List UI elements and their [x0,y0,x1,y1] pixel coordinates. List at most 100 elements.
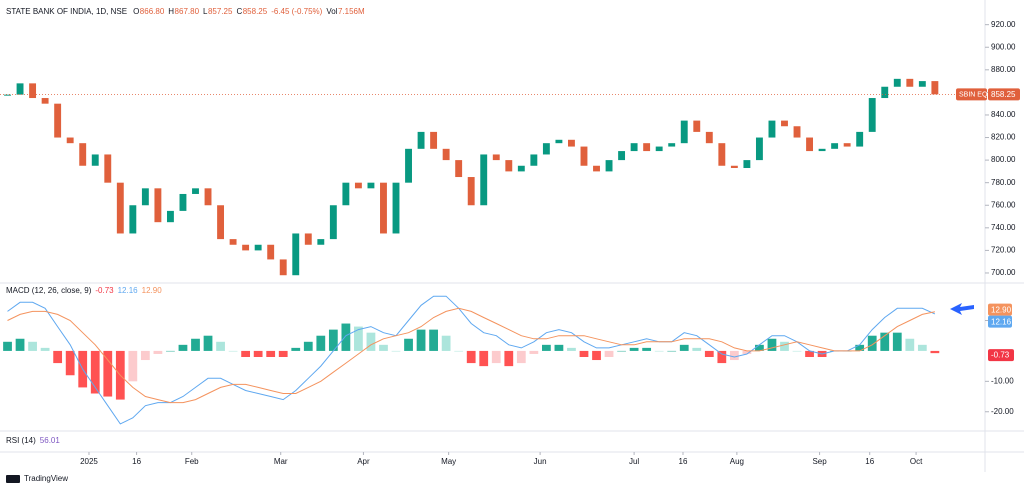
histogram-bar [529,350,539,354]
candle-body [91,154,99,166]
y-tick-label: 900.00 [991,42,1016,51]
candle-body [555,139,563,144]
candle-body [492,154,500,161]
candle-body [54,103,62,138]
candle-body [618,151,626,161]
histogram-bar [90,350,100,394]
y-tick-label: 700.00 [991,268,1016,277]
histogram-bar [717,350,727,364]
legend-text: L [203,7,208,16]
histogram-bar [930,350,940,354]
candle-body [405,148,412,183]
candle-body [542,143,550,155]
x-tick-label: May [441,457,456,466]
histogram-bar [780,341,789,351]
histogram-bar [3,341,12,351]
candle-body [267,244,275,260]
histogram-bar [166,350,175,352]
histogram-bar [191,338,200,351]
x-tick-label: 2025 [80,457,98,466]
histogram-bar [354,326,363,351]
candle-body [806,137,814,152]
candle-body [693,120,701,132]
candle-body [730,165,738,169]
logo-icon [6,475,20,483]
histogram-bar [328,329,338,351]
candle-body [505,160,513,172]
candle-body [593,165,600,172]
histogram-bar [642,347,652,351]
candle-body [417,131,425,149]
x-tick-label: Jul [629,457,639,466]
legend-text: O [133,7,139,16]
candle-body [831,143,839,149]
candle-body [605,160,613,172]
brand: TradingView [24,474,68,483]
histogram-bar [504,350,514,367]
candle-body [655,146,663,152]
histogram-bar [755,344,764,351]
candle-body [304,233,312,245]
pane-title: MACD (12, 26, close, 9) [6,286,92,295]
candle-body [906,78,914,87]
x-tick-label: Feb [185,457,199,466]
histogram-bar [65,350,75,376]
price-badge [988,303,1012,316]
histogram-bar [792,350,802,352]
candle-body [217,205,225,240]
candle-body [279,259,287,276]
candle-body [918,81,926,87]
price-badge [988,349,1014,362]
histogram-bar [767,338,777,351]
histogram-bar [667,350,677,352]
candle-body [781,120,788,127]
histogram-bar [416,329,426,351]
histogram-bar [917,344,927,351]
histogram-bar [341,323,351,351]
candle-body [380,182,387,234]
histogram-bar [28,341,37,351]
y-tick-label: -10.00 [991,376,1014,385]
candle-body [66,137,74,144]
pane-title: RSI (14) [6,436,36,445]
x-tick-label: Mar [274,457,288,466]
symbol-text: SBIN EQ [959,92,988,99]
histogram-bar [278,350,288,357]
histogram-bar [905,338,915,351]
histogram-bar [266,350,276,357]
histogram-bar [15,338,25,351]
candle-body [743,160,751,169]
histogram-bar [103,350,113,397]
x-tick-label: Jun [534,457,547,466]
histogram-bar [604,350,614,357]
histogram-bar [291,347,301,351]
y-tick-label: 780.00 [991,178,1016,187]
y-tick-label: 820.00 [991,133,1016,142]
candle-body [317,239,325,245]
candle-body [166,210,174,223]
histogram-bar [391,350,401,352]
candle-body [480,154,488,206]
x-tick-label: Aug [730,457,744,466]
histogram-bar [567,347,576,351]
histogram-bar [228,350,238,352]
histogram-bar [729,350,739,361]
candle-body [16,83,24,95]
legend-text: C [236,7,242,16]
legend-text: 857.25 [208,7,233,16]
y-tick-label: 760.00 [991,200,1016,209]
candle-body [242,244,250,251]
histogram-bar [692,347,702,351]
candle-body [630,143,638,152]
candle-body [329,205,337,240]
histogram-bar [241,350,251,357]
histogram-bar [855,344,865,351]
histogram-bar [128,350,138,382]
histogram-bar [53,350,63,364]
pane-value: -0.73 [95,286,114,295]
candle-body [455,160,463,178]
badge-text: 12.90 [991,305,1012,314]
candle-body [430,131,438,149]
y-tick-label: 800.00 [991,155,1016,164]
y-tick-label: 740.00 [991,223,1016,232]
